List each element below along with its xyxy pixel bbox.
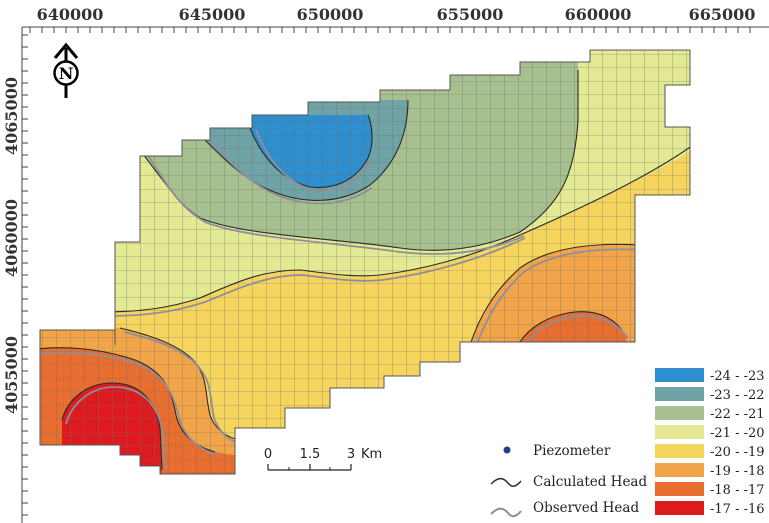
y-tick-label: 4060000 <box>2 199 21 277</box>
scale-label: 0 <box>264 447 272 462</box>
legend-label: -19 - -18 <box>710 464 765 479</box>
x-axis-ticks <box>29 27 751 33</box>
observed-contour-line <box>255 129 371 192</box>
legend-label: -18 - -17 <box>710 483 765 498</box>
calculated-contour-line <box>249 114 373 189</box>
calculated-head-label: Calculated Head <box>533 474 647 490</box>
observed-contour-line <box>211 141 373 205</box>
legend-label: -22 - -21 <box>710 407 765 422</box>
calculated-contour-line <box>204 99 409 201</box>
legend-label: -20 - -19 <box>710 445 765 460</box>
x-tick-label: 650000 <box>297 5 364 24</box>
x-tick-label: 645000 <box>179 5 246 24</box>
legend-swatch <box>655 463 704 477</box>
y-tick-label: 4065000 <box>2 77 21 155</box>
calculated-contour-line <box>469 243 641 346</box>
observed-contour-line <box>475 248 643 348</box>
legend-swatch <box>655 406 704 420</box>
x-tick-label: 665000 <box>689 5 756 24</box>
scale-label: 1.5 <box>300 447 321 462</box>
legend-label: -23 - -22 <box>710 388 765 403</box>
model-boundary <box>39 49 691 475</box>
legend-swatch <box>655 425 704 439</box>
legend-swatch <box>655 482 704 496</box>
model-grid <box>40 50 690 474</box>
scale-unit: Km <box>361 447 382 462</box>
legend: -24 - -23 -23 - -22 -22 - -21 -21 - -20 … <box>655 368 765 517</box>
piezometer-icon <box>503 446 511 454</box>
y-axis-labels: 4065000 4060000 4055000 <box>2 77 21 414</box>
observed-contour-line <box>104 237 526 317</box>
y-tick-label: 4055000 <box>2 336 21 414</box>
x-axis-labels: 640000 645000 650000 655000 660000 66500… <box>37 5 756 24</box>
y-axis-ticks <box>22 34 28 516</box>
observed-contour-line <box>123 331 243 445</box>
north-arrow-letter: N <box>59 64 74 83</box>
calculated-contour-line <box>99 139 690 313</box>
x-tick-label: 655000 <box>437 5 504 24</box>
symbol-key: Piezometer Calculated Head Observed Head <box>490 443 647 518</box>
x-tick-label: 660000 <box>565 5 632 24</box>
calculated-contour-line <box>40 347 216 453</box>
legend-swatch <box>655 387 704 401</box>
legend-label: -17 - -16 <box>710 502 765 517</box>
observed-contour-line <box>523 315 629 348</box>
scale-bar: 0 1.5 3 Km <box>264 447 382 471</box>
observed-head-contours <box>40 129 643 471</box>
observed-head-icon <box>490 507 522 518</box>
x-tick-label: 640000 <box>37 5 104 24</box>
north-arrow-icon: N <box>53 42 79 98</box>
observed-contour-line <box>40 351 219 456</box>
piezometer-label: Piezometer <box>533 443 611 459</box>
contour-layer <box>40 50 690 474</box>
calculated-contour-line <box>517 311 626 346</box>
calculated-head-icon <box>490 477 522 487</box>
legend-label: -21 - -20 <box>710 426 765 441</box>
legend-swatch <box>655 501 704 515</box>
observed-contour-line <box>144 149 525 255</box>
observed-head-label: Observed Head <box>533 500 639 516</box>
scale-label: 3 <box>347 447 355 462</box>
legend-label: -24 - -23 <box>710 369 765 384</box>
legend-swatch <box>655 368 704 382</box>
observed-contour-line <box>65 386 166 471</box>
legend-swatch <box>655 444 704 458</box>
